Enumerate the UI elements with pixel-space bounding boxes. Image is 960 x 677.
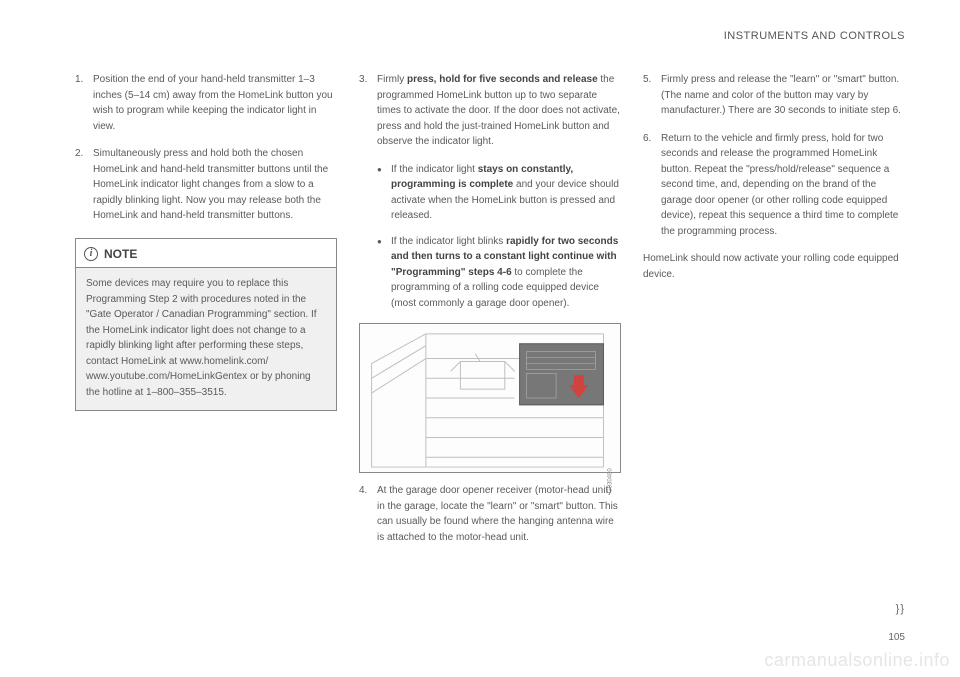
- text: If the indicator light: [391, 164, 478, 175]
- content-columns: 1. Position the end of your hand-held tr…: [75, 72, 905, 557]
- step-text: Return to the vehicle and firmly press, …: [661, 131, 905, 240]
- step-number: 5.: [643, 72, 661, 119]
- step-text: Position the end of your hand-held trans…: [93, 72, 337, 134]
- step-6: 6. Return to the vehicle and firmly pres…: [643, 131, 905, 240]
- closing-text: HomeLink should now activate your rollin…: [643, 251, 905, 282]
- text: If the indicator light blinks: [391, 236, 506, 247]
- column-2: 3. Firmly press, hold for five seconds a…: [359, 72, 621, 557]
- bullet-1: ● If the indicator light stays on consta…: [359, 162, 621, 224]
- garage-illustration: G030480: [359, 323, 621, 473]
- step-5: 5. Firmly press and release the "learn" …: [643, 72, 905, 119]
- step-number: 6.: [643, 131, 661, 240]
- bullet-icon: ●: [377, 234, 391, 312]
- bullet-text: If the indicator light blinks rapidly fo…: [391, 234, 621, 312]
- step-number: 1.: [75, 72, 93, 134]
- step-number: 3.: [359, 72, 377, 150]
- bullet-2: ● If the indicator light blinks rapidly …: [359, 234, 621, 312]
- step-1: 1. Position the end of your hand-held tr…: [75, 72, 337, 134]
- continue-indicator: }}: [896, 603, 905, 615]
- step-3: 3. Firmly press, hold for five seconds a…: [359, 72, 621, 150]
- step-number: 2.: [75, 146, 93, 224]
- step-number: 4.: [359, 483, 377, 545]
- column-3: 5. Firmly press and release the "learn" …: [643, 72, 905, 557]
- step-text: Firmly press, hold for five seconds and …: [377, 72, 621, 150]
- step-2: 2. Simultaneously press and hold both th…: [75, 146, 337, 224]
- column-1: 1. Position the end of your hand-held tr…: [75, 72, 337, 557]
- page-number: 105: [888, 632, 905, 643]
- info-icon: i: [84, 247, 98, 261]
- note-box: i NOTE Some devices may require you to r…: [75, 238, 337, 412]
- step-text: Simultaneously press and hold both the c…: [93, 146, 337, 224]
- step-text: At the garage door opener receiver (moto…: [377, 483, 621, 545]
- text: Firmly: [377, 74, 407, 85]
- note-header: i NOTE: [76, 239, 336, 269]
- illustration-id: G030480: [607, 468, 616, 493]
- note-body: Some devices may require you to replace …: [76, 268, 336, 410]
- garage-svg: [360, 324, 620, 472]
- section-header: INSTRUMENTS AND CONTROLS: [75, 30, 905, 42]
- watermark: carmanualsonline.info: [764, 650, 950, 671]
- bullet-text: If the indicator light stays on constant…: [391, 162, 621, 224]
- bullet-icon: ●: [377, 162, 391, 224]
- bold-text: press, hold for five seconds and release: [407, 74, 598, 85]
- step-text: Firmly press and release the "learn" or …: [661, 72, 905, 119]
- note-title: NOTE: [104, 245, 137, 264]
- step-4: 4. At the garage door opener receiver (m…: [359, 483, 621, 545]
